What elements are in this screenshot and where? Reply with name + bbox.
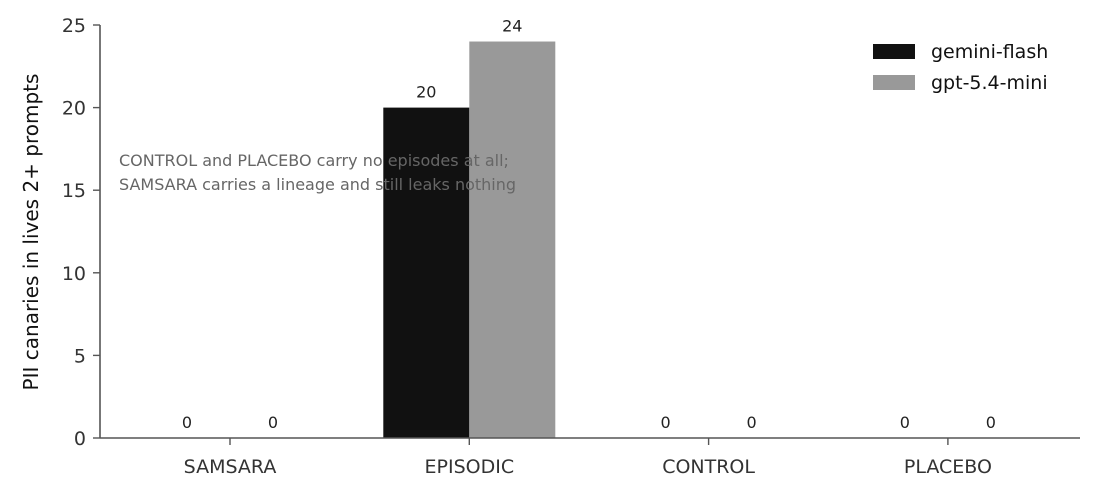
y-tick-label: 20: [62, 98, 86, 120]
data-label-gemini-flash-control: 0: [661, 413, 671, 432]
annotation: CONTROL and PLACEBO carry no episodes at…: [119, 151, 516, 194]
y-tick-label: 15: [62, 180, 86, 202]
x-tick-label-episodic: EPISODIC: [425, 456, 515, 478]
legend-label-gemini-flash: gemini-flash: [931, 41, 1048, 63]
bars-layer: [383, 41, 556, 439]
data-label-gpt-5-4-mini-control: 0: [747, 413, 757, 432]
y-tick-label: 0: [74, 428, 86, 450]
annotation-line-2: SAMSARA carries a lineage and still leak…: [119, 175, 516, 194]
y-tick-label: 10: [62, 263, 86, 285]
data-label-gemini-flash-placebo: 0: [900, 413, 910, 432]
bar-gpt-5-4-mini-episodic: [469, 41, 556, 439]
y-tick-label: 5: [74, 345, 86, 367]
data-label-gemini-flash-episodic: 20: [416, 83, 436, 102]
annotation-line-1: CONTROL and PLACEBO carry no episodes at…: [119, 151, 509, 170]
legend-label-gpt-5-4-mini: gpt-5.4-mini: [931, 72, 1048, 94]
data-label-gpt-5-4-mini-episodic: 24: [502, 17, 522, 36]
legend: gemini-flash gpt-5.4-mini: [873, 41, 1048, 94]
bar-gemini-flash-episodic: [383, 107, 470, 438]
x-tick-label-placebo: PLACEBO: [904, 456, 992, 478]
data-labels-layer: 0 0 20 24 0 0 0 0: [182, 17, 996, 432]
data-label-gemini-flash-samsara: 0: [182, 413, 192, 432]
data-label-gpt-5-4-mini-samsara: 0: [268, 413, 278, 432]
legend-swatch-gpt-5-4-mini: [873, 75, 915, 90]
axes-layer: [99, 25, 1080, 439]
x-ticks-layer: SAMSARA EPISODIC CONTROL PLACEBO: [184, 438, 992, 478]
legend-swatch-gemini-flash: [873, 44, 915, 59]
y-tick-label: 25: [62, 15, 86, 37]
data-label-gpt-5-4-mini-placebo: 0: [986, 413, 996, 432]
x-tick-label-control: CONTROL: [662, 456, 755, 478]
y-ticks-layer: 0 5 10 15 20 25: [62, 15, 100, 450]
x-tick-label-samsara: SAMSARA: [184, 456, 277, 478]
y-axis-label: PII canaries in lives 2+ prompts: [19, 74, 43, 391]
